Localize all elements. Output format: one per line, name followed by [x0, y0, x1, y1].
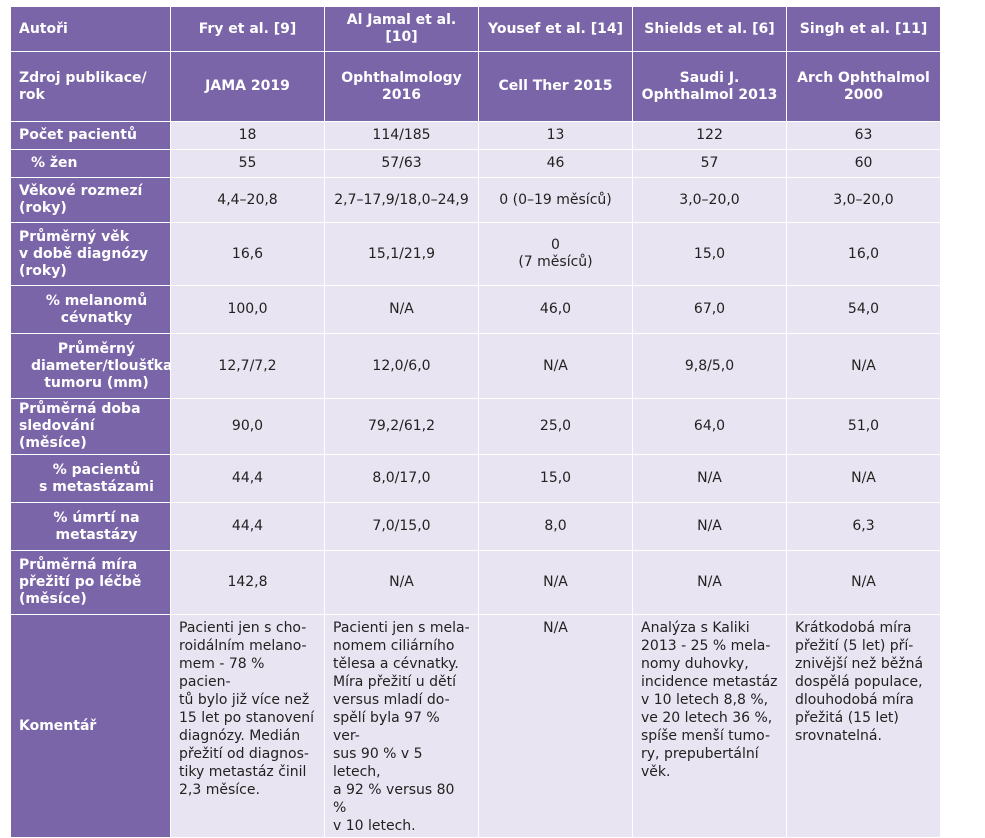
cell: 13 [478, 121, 633, 150]
cell: 12,7/7,2 [170, 333, 325, 399]
row-source: Zdroj publikace/ rok JAMA 2019 Ophthalmo… [10, 51, 941, 122]
cell: 8,0/17,0 [324, 454, 479, 503]
cell: JAMA 2019 [170, 51, 325, 122]
cell: N/A [478, 550, 633, 615]
cell: N/A [324, 285, 479, 334]
cell: Arch Ophthalmol 2000 [786, 51, 941, 122]
cell: 63 [786, 121, 941, 150]
cell: N/A [632, 454, 787, 503]
cell: 57/63 [324, 149, 479, 178]
cell: 12,0/6,0 [324, 333, 479, 399]
cell: N/A [632, 502, 787, 551]
cell: 44,4 [170, 454, 325, 503]
header-row: Autoři Fry et al. [9] Al Jamal et al. [1… [10, 6, 941, 52]
cell: 15,0 [632, 222, 787, 286]
comment-cell: Analýza s Kaliki 2013 - 25 % mela- nomy … [632, 614, 787, 838]
header-al-jamal: Al Jamal et al. [10] [324, 6, 479, 52]
cell: 7,0/15,0 [324, 502, 479, 551]
cell: N/A [632, 550, 787, 615]
row-label: % žen [10, 149, 171, 178]
row-survival: Průměrná míra přežití po léčbě (měsíce) … [10, 550, 941, 615]
comment-cell: Pacienti jen s cho- roidálním melano- me… [170, 614, 325, 838]
cell: N/A [324, 550, 479, 615]
cell: Ophthalmology 2016 [324, 51, 479, 122]
cell: 6,3 [786, 502, 941, 551]
cell: 90,0 [170, 398, 325, 455]
row-label: Zdroj publikace/ rok [10, 51, 171, 122]
header-label: Autoři [10, 6, 171, 52]
row-patients: Počet pacientů 18 114/185 13 122 63 [10, 121, 941, 150]
comment-cell: Pacienti jen s mela- nomem ciliárního tě… [324, 614, 479, 838]
cell: 2,7–17,9/18,0–24,9 [324, 177, 479, 223]
cell: 9,8/5,0 [632, 333, 787, 399]
cell: 15,1/21,9 [324, 222, 479, 286]
cell: 100,0 [170, 285, 325, 334]
cell: N/A [786, 454, 941, 503]
cell: N/A [786, 333, 941, 399]
header-yousef: Yousef et al. [14] [478, 6, 633, 52]
cell: N/A [478, 333, 633, 399]
cell: 0 (7 měsíců) [478, 222, 633, 286]
cell: 79,2/61,2 [324, 398, 479, 455]
row-label: Průměrný diameter/tloušťka tumoru (mm) [10, 333, 171, 399]
cell: Cell Ther 2015 [478, 51, 633, 122]
cell: 3,0–20,0 [786, 177, 941, 223]
cell: N/A [786, 550, 941, 615]
row-label: Věkové rozmezí (roky) [10, 177, 171, 223]
row-label: Průměrný věk v době diagnózy (roky) [10, 222, 171, 286]
cell: Saudi J. Ophthalmol 2013 [632, 51, 787, 122]
row-label: Průměrná míra přežití po léčbě (měsíce) [10, 550, 171, 615]
row-comment: Komentář Pacienti jen s cho- roidálním m… [10, 614, 941, 838]
cell: 15,0 [478, 454, 633, 503]
comment-cell: Krátkodobá míra přežití (5 let) pří- zni… [786, 614, 941, 838]
row-tumor-size: Průměrný diameter/tloušťka tumoru (mm) 1… [10, 333, 941, 399]
cell: 16,0 [786, 222, 941, 286]
cell: 44,4 [170, 502, 325, 551]
cell: 3,0–20,0 [632, 177, 787, 223]
row-label: % úmrtí na metastázy [10, 502, 171, 551]
row-deaths: % úmrtí na metastázy 44,4 7,0/15,0 8,0 N… [10, 502, 941, 551]
cell: 60 [786, 149, 941, 178]
cell: 25,0 [478, 398, 633, 455]
cell: 122 [632, 121, 787, 150]
row-label: Počet pacientů [10, 121, 171, 150]
row-label: % melanomů cévnatky [10, 285, 171, 334]
cell: 51,0 [786, 398, 941, 455]
row-label: % pacientů s metastázami [10, 454, 171, 503]
cell: 54,0 [786, 285, 941, 334]
cell: 18 [170, 121, 325, 150]
cell: 64,0 [632, 398, 787, 455]
cell: 114/185 [324, 121, 479, 150]
row-choroid-melanoma: % melanomů cévnatky 100,0 N/A 46,0 67,0 … [10, 285, 941, 334]
cell: 46 [478, 149, 633, 178]
row-follow-up: Průměrná doba sledování (měsíce) 90,0 79… [10, 398, 941, 455]
cell: 57 [632, 149, 787, 178]
row-metastases: % pacientů s metastázami 44,4 8,0/17,0 1… [10, 454, 941, 503]
header-shields: Shields et al. [6] [632, 6, 787, 52]
cell: 4,4–20,8 [170, 177, 325, 223]
cell: 46,0 [478, 285, 633, 334]
header-fry: Fry et al. [9] [170, 6, 325, 52]
row-mean-age: Průměrný věk v době diagnózy (roky) 16,6… [10, 222, 941, 286]
cell: 55 [170, 149, 325, 178]
cell: 16,6 [170, 222, 325, 286]
row-age-range: Věkové rozmezí (roky) 4,4–20,8 2,7–17,9/… [10, 177, 941, 223]
row-label: Průměrná doba sledování (měsíce) [10, 398, 171, 455]
row-women: % žen 55 57/63 46 57 60 [10, 149, 941, 178]
cell: 142,8 [170, 550, 325, 615]
comment-cell: N/A [478, 614, 633, 838]
table-container: Autoři Fry et al. [9] Al Jamal et al. [1… [10, 6, 941, 838]
header-singh: Singh et al. [11] [786, 6, 941, 52]
cell: 0 (0–19 měsíců) [478, 177, 633, 223]
cell: 8,0 [478, 502, 633, 551]
cell: 67,0 [632, 285, 787, 334]
row-label: Komentář [10, 614, 171, 838]
comparison-table: Autoři Fry et al. [9] Al Jamal et al. [1… [10, 6, 941, 838]
